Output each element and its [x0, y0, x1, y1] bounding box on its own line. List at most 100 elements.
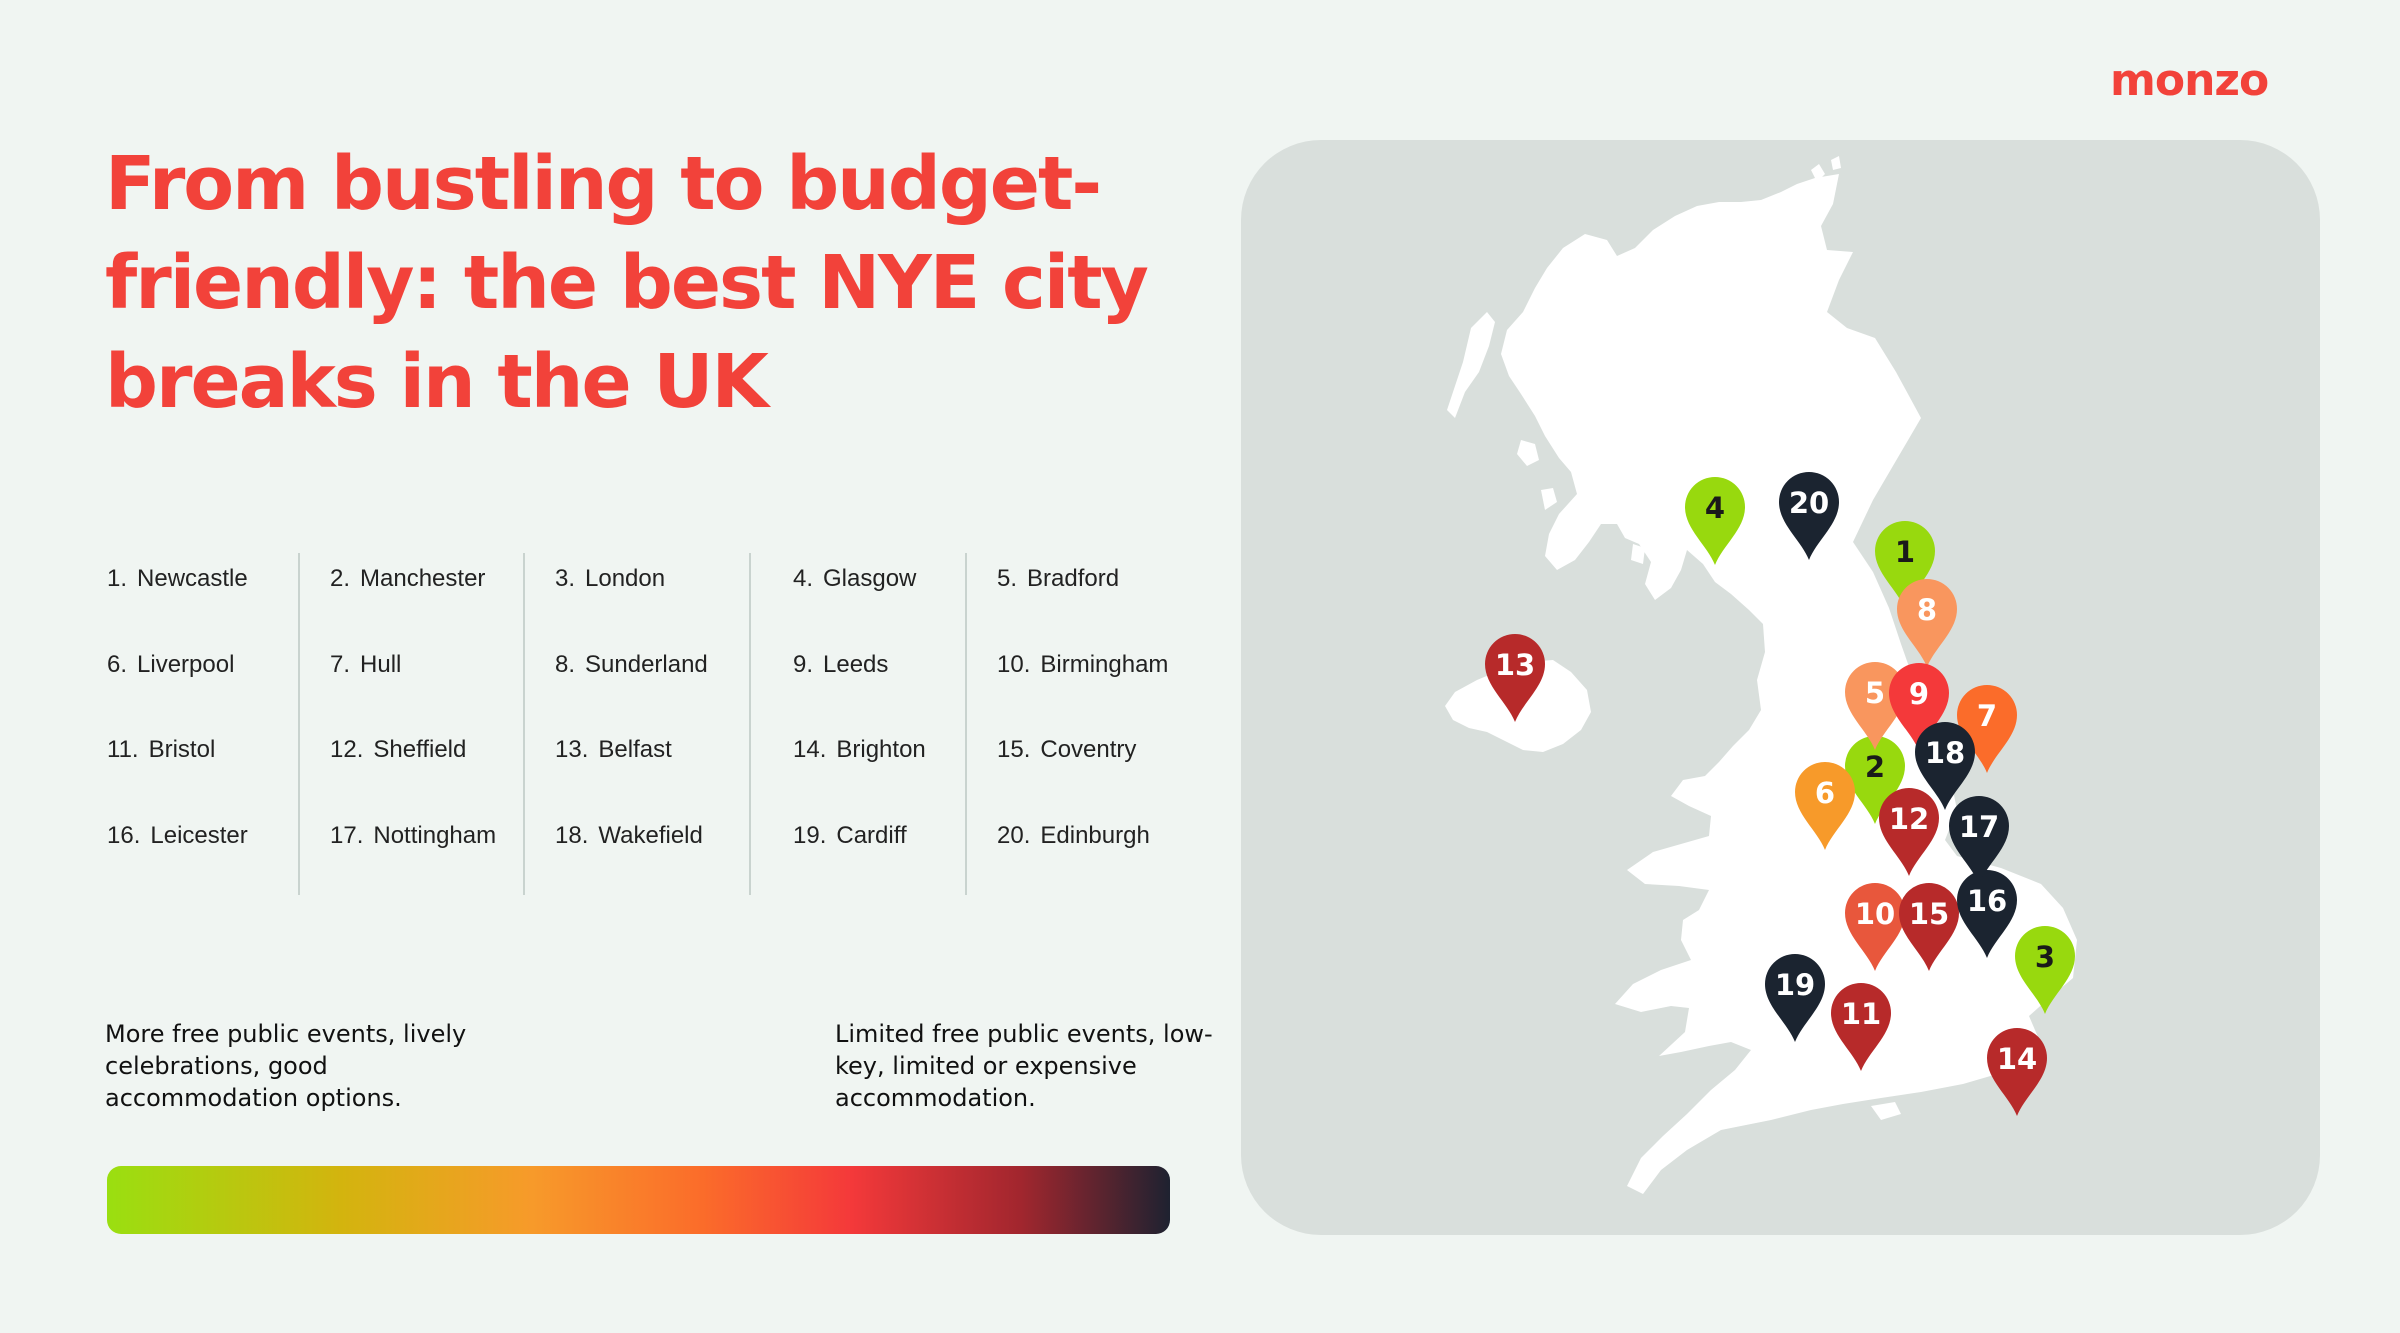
map-pin-marker-icon — [1915, 722, 1975, 810]
ranking-item: 10. Birmingham — [997, 639, 1175, 725]
map-pin-birmingham: 10 — [1845, 883, 1905, 971]
map-pin-marker-icon — [1897, 579, 1957, 667]
ranking-item: 1. Newcastle — [107, 553, 298, 639]
map-pin-marker-icon — [1889, 663, 1949, 751]
map-pin-marker-icon — [1831, 983, 1891, 1071]
map-pin-label: 8 — [1917, 593, 1937, 627]
city-name: Hull — [360, 650, 402, 678]
monzo-logo: monzo — [2110, 55, 2269, 106]
ranking-column: 2. Manchester 7. Hull 12. Sheffield 17. Nott… — [300, 553, 525, 895]
city-name: Coventry — [1040, 736, 1137, 763]
city-name: Belfast — [598, 736, 672, 763]
island — [1517, 440, 1539, 466]
rank-number: 11. — [107, 736, 139, 763]
map-pin-label: 6 — [1815, 776, 1835, 810]
rank-number: 10. — [997, 650, 1031, 678]
map-pin-marker-icon — [1899, 883, 1959, 971]
map-pin-belfast: 13 — [1485, 634, 1545, 722]
map-pin-label: 14 — [1997, 1042, 2037, 1076]
isle-of-wight — [1871, 1102, 1901, 1120]
city-name: Sunderland — [585, 650, 708, 678]
map-pin-bradford: 5 — [1845, 662, 1905, 750]
island — [1631, 544, 1645, 564]
map-pin-liverpool: 6 — [1795, 762, 1855, 850]
city-name: Wakefield — [598, 821, 703, 849]
city-name: Newcastle — [137, 565, 248, 592]
map-pin-label: 13 — [1495, 648, 1535, 682]
map-pin-marker-icon — [1957, 685, 2017, 773]
city-name: Nottingham — [373, 821, 497, 849]
city-name: Edinburgh — [1040, 821, 1150, 849]
map-pin-label: 5 — [1865, 676, 1885, 710]
uk-map-panel: 1 2 3 4 5 6 7 8 9 10 11 12 13 14 15 16 17 18 19 20 — [1241, 140, 2320, 1235]
ranking-column: 5. Bradford 10. Birmingham 15. Coventry 20.… — [967, 553, 1175, 895]
ranking-item: 3. London — [555, 553, 749, 639]
rank-number: 2. — [330, 565, 351, 592]
map-pin-marker-icon — [1685, 477, 1745, 565]
ranking-column: 1. Newcastle 6. Liverpool 11. Bristol 16. Le… — [105, 553, 300, 895]
map-pin-marker-icon — [1845, 662, 1905, 750]
ranking-item: 11. Bristol — [107, 724, 298, 810]
city-ranking-list: 1. Newcastle 6. Liverpool 11. Bristol 16. Le… — [105, 553, 1175, 895]
map-pin-label: 7 — [1977, 699, 1997, 733]
ranking-column: 3. London 8. Sunderland 13. Belfast 18. Wake… — [525, 553, 751, 895]
great-britain-landmass — [1501, 174, 2077, 1194]
city-name: London — [585, 565, 666, 592]
city-name: Bristol — [148, 736, 216, 763]
ranking-item: 13. Belfast — [555, 724, 749, 810]
map-pin-label: 2 — [1865, 750, 1885, 784]
map-pin-label: 10 — [1855, 897, 1895, 931]
map-pin-marker-icon — [1879, 788, 1939, 876]
ranking-item: 9. Leeds — [793, 639, 965, 725]
rank-number: 3. — [555, 565, 576, 592]
ranking-item: 12. Sheffield — [330, 724, 523, 810]
rank-number: 6. — [107, 650, 128, 678]
city-name: Liverpool — [137, 650, 235, 678]
map-pin-label: 1 — [1895, 535, 1915, 569]
map-pin-label: 18 — [1925, 736, 1965, 770]
map-pin-sunderland: 8 — [1897, 579, 1957, 667]
city-name: Birmingham — [1040, 650, 1169, 678]
map-pin-label: 17 — [1959, 810, 1999, 844]
island — [1541, 488, 1557, 510]
rank-number: 17. — [330, 821, 364, 849]
rank-number: 20. — [997, 821, 1031, 849]
map-pin-label: 19 — [1775, 968, 1815, 1002]
map-pin-hull: 7 — [1957, 685, 2017, 773]
map-pin-nottingham: 17 — [1949, 796, 2009, 884]
rank-number: 14. — [793, 736, 827, 763]
rank-number: 4. — [793, 565, 814, 592]
rank-number: 16. — [107, 821, 141, 849]
rank-number: 13. — [555, 736, 589, 763]
ranking-item: 2. Manchester — [330, 553, 523, 639]
legend-label-worst: Limited free public events, low-key, lim… — [835, 1020, 1213, 1112]
map-pin-marker-icon — [1949, 796, 2009, 884]
city-name: Cardiff — [836, 821, 907, 849]
map-pin-label: 11 — [1841, 997, 1881, 1031]
ranking-column: 4. Glasgow 9. Leeds 14. Brighton 19. Cardiff — [751, 553, 967, 895]
map-pin-glasgow: 4 — [1685, 477, 1745, 565]
map-pin-marker-icon — [1795, 762, 1855, 850]
map-pin-label: 12 — [1889, 802, 1929, 836]
map-pin-marker-icon — [1845, 736, 1905, 824]
western-isles — [1447, 312, 1495, 418]
map-pin-marker-icon — [1957, 870, 2017, 958]
ranking-item: 17. Nottingham — [330, 810, 523, 896]
map-pin-label: 20 — [1789, 486, 1829, 520]
page-title: From bustling to budget-friendly: the be… — [105, 141, 1149, 425]
ranking-item: 15. Coventry — [997, 724, 1175, 810]
orkney-islands — [1811, 156, 1841, 182]
map-pin-label: 4 — [1705, 491, 1725, 525]
map-pin-leeds: 9 — [1889, 663, 1949, 751]
ranking-item: 7. Hull — [330, 639, 523, 725]
city-name: Bradford — [1027, 565, 1120, 592]
map-pin-marker-icon — [1765, 954, 1825, 1042]
map-pin-edinburgh: 20 — [1779, 472, 1839, 560]
map-pin-marker-icon — [1875, 521, 1935, 609]
map-pin-london: 3 — [2015, 926, 2075, 1014]
map-pin-marker-icon — [1987, 1028, 2047, 1116]
map-pin-label: 3 — [2035, 940, 2055, 974]
ranking-item: 5. Bradford — [997, 553, 1175, 639]
